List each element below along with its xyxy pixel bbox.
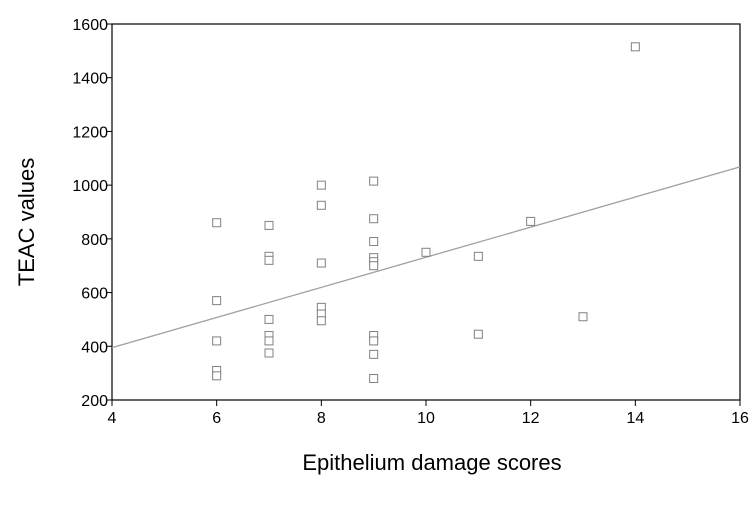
x-tick-label: 4 (108, 410, 117, 427)
x-tick-label: 14 (626, 410, 644, 427)
y-tick-label: 1400 (72, 71, 108, 88)
y-tick-label: 1600 (72, 17, 108, 34)
data-point (316, 258, 326, 268)
y-ticks: 200 400 600 800 1000 1200 1400 1600 (72, 17, 112, 410)
x-tick-label: 12 (522, 410, 540, 427)
x-tick-label: 10 (417, 410, 435, 427)
x-ticks: 4 6 8 10 12 14 16 (108, 400, 749, 427)
data-point (264, 220, 274, 230)
data-point (212, 296, 222, 306)
y-tick-label: 800 (81, 232, 108, 249)
y-axis-title: TEAC values (14, 158, 39, 286)
data-point (264, 348, 274, 358)
data-point (369, 349, 379, 359)
x-tick-label: 8 (317, 410, 326, 427)
y-tick-label: 1000 (72, 178, 108, 195)
x-axis-title: Epithelium damage scores (302, 450, 561, 475)
data-point (369, 261, 379, 271)
points-layer (212, 42, 640, 384)
data-point (473, 329, 483, 339)
y-tick-label: 600 (81, 286, 108, 303)
x-tick-label: 6 (212, 410, 221, 427)
data-point (212, 371, 222, 381)
fit-line-layer (111, 166, 741, 349)
data-point (369, 176, 379, 186)
data-point (578, 312, 588, 322)
data-point (316, 200, 326, 210)
data-point (526, 216, 536, 226)
regression-line (111, 166, 741, 349)
data-point (316, 316, 326, 326)
data-point (473, 251, 483, 261)
y-tick-label: 200 (81, 393, 108, 410)
data-point (212, 336, 222, 346)
data-point (264, 314, 274, 324)
plot-area (111, 23, 741, 401)
data-point (264, 336, 274, 346)
data-point (212, 218, 222, 228)
data-point (630, 42, 640, 52)
data-point (369, 374, 379, 384)
data-point (369, 214, 379, 224)
x-tick-label: 16 (731, 410, 749, 427)
data-point (316, 180, 326, 190)
data-point (369, 336, 379, 346)
y-tick-label: 400 (81, 339, 108, 356)
data-point (369, 237, 379, 247)
data-point (421, 247, 431, 257)
y-tick-label: 1200 (72, 124, 108, 141)
data-point (264, 255, 274, 265)
